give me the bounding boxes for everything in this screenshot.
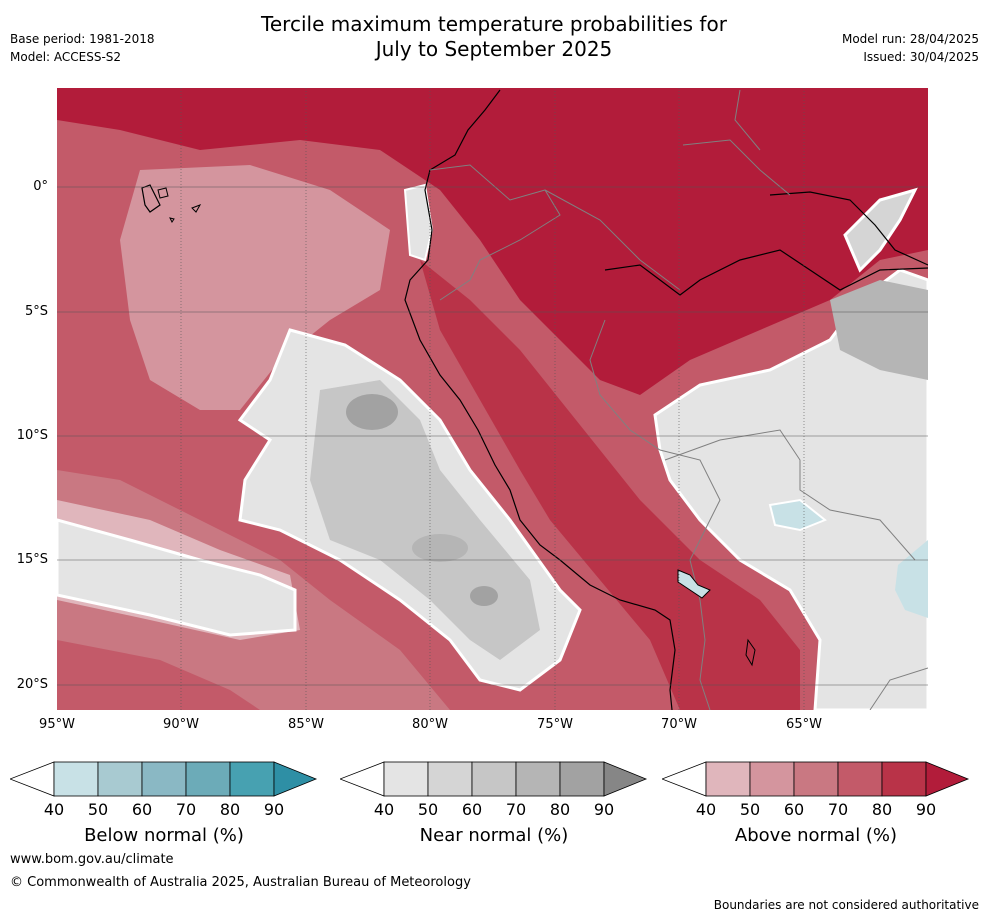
lon-label-65w: 65°W bbox=[786, 717, 822, 732]
cbar-above-seg-4 bbox=[837, 761, 883, 797]
cbar-above-tick: 60 bbox=[783, 800, 805, 819]
cbar-below-extend-low bbox=[10, 761, 55, 797]
above-60-ocean bbox=[120, 165, 390, 410]
metadata-left: Base period: 1981-2018 Model: ACCESS-S2 bbox=[10, 30, 155, 66]
lon-label-85w: 85°W bbox=[288, 717, 324, 732]
cbar-above-tick: 90 bbox=[915, 800, 937, 819]
below-normal-title: Below normal (%) bbox=[84, 825, 244, 846]
cbar-near-seg-2 bbox=[427, 761, 473, 797]
near-80-patch bbox=[412, 534, 468, 562]
near-80-east bbox=[830, 280, 928, 380]
lat-label-15s: 15°S bbox=[16, 552, 48, 567]
cbar-near-seg-3 bbox=[471, 761, 517, 797]
lat-label-10s: 10°S bbox=[16, 428, 48, 443]
metadata-right: Model run: 28/04/2025 Issued: 30/04/2025 bbox=[842, 30, 979, 66]
above-90-region bbox=[57, 88, 928, 395]
cbar-above-seg-3 bbox=[793, 761, 839, 797]
cbar-near-tick: 50 bbox=[417, 800, 439, 819]
cbar-near-tick: 70 bbox=[505, 800, 527, 819]
cbar-near-extend-low bbox=[340, 761, 385, 797]
country-borders bbox=[429, 89, 928, 710]
lon-label-70w: 70°W bbox=[661, 717, 697, 732]
lon-label-75w: 75°W bbox=[537, 717, 573, 732]
above-normal-title: Above normal (%) bbox=[734, 825, 898, 846]
lake-titicaca bbox=[677, 569, 711, 599]
footer-note: Boundaries are not considered authoritat… bbox=[713, 898, 979, 912]
cbar-above-seg-5 bbox=[881, 761, 927, 797]
cbar-near-tick: 90 bbox=[593, 800, 615, 819]
lat-label-20s: 20°S bbox=[16, 677, 48, 692]
model-run-text: Model run: 28/04/2025 bbox=[841, 32, 979, 46]
title-line-1: Tercile maximum temperature probabilitie… bbox=[261, 12, 727, 36]
latitude-lines bbox=[57, 186, 928, 686]
cbar-below-seg-3 bbox=[141, 761, 187, 797]
cbar-above-tick: 40 bbox=[695, 800, 717, 819]
cbar-below-tick: 60 bbox=[131, 800, 153, 819]
cbar-above-seg-1 bbox=[705, 761, 751, 797]
footer-copyright: © Commonwealth of Australia 2025, Austra… bbox=[10, 875, 471, 890]
above-80-andes bbox=[420, 260, 800, 710]
coastline bbox=[404, 89, 676, 710]
cbar-above-tick: 50 bbox=[739, 800, 761, 819]
cbar-above-seg-2 bbox=[749, 761, 795, 797]
map-title: Tercile maximum temperature probabilitie… bbox=[0, 12, 988, 62]
below-normal-colorbar bbox=[10, 761, 318, 797]
title-line-2: July to September 2025 bbox=[375, 37, 613, 61]
footer-url: www.bom.gov.au/climate bbox=[10, 852, 174, 867]
issued-text: Issued: 30/04/2025 bbox=[863, 50, 979, 64]
cbar-below-seg-1 bbox=[53, 761, 99, 797]
base-period-text: Base period: 1981-2018 bbox=[10, 32, 155, 46]
model-text: Model: ACCESS-S2 bbox=[10, 50, 122, 64]
cbar-near-extend-high bbox=[603, 761, 648, 797]
near-90-patch-2 bbox=[470, 586, 498, 606]
above-80-southwest bbox=[57, 640, 260, 710]
galapagos-small-islands bbox=[157, 187, 202, 223]
map-fields bbox=[57, 88, 928, 710]
lat-label-5s: 5°S bbox=[24, 304, 48, 319]
near-normal-amazon-mouth bbox=[843, 187, 918, 273]
near-normal-southwest bbox=[57, 518, 297, 637]
cbar-below-seg-2 bbox=[97, 761, 143, 797]
lake-poopo bbox=[745, 638, 756, 667]
cbar-below-tick: 50 bbox=[87, 800, 109, 819]
amazon-delta bbox=[769, 191, 928, 266]
lon-label-95w: 95°W bbox=[39, 717, 75, 732]
lon-label-80w: 80°W bbox=[412, 717, 448, 732]
cbar-below-seg-5 bbox=[229, 761, 275, 797]
lat-label-0: 0° bbox=[33, 179, 48, 194]
cbar-near-seg-1 bbox=[383, 761, 429, 797]
cbar-below-tick: 90 bbox=[263, 800, 285, 819]
cbar-below-tick: 80 bbox=[219, 800, 241, 819]
cbar-near-seg-5 bbox=[559, 761, 605, 797]
near-90-patch bbox=[346, 394, 398, 430]
cbar-below-tick: 70 bbox=[175, 800, 197, 819]
cbar-near-seg-4 bbox=[515, 761, 561, 797]
below-normal-patch bbox=[768, 498, 827, 532]
galapagos-islands bbox=[141, 184, 161, 213]
cbar-below-seg-4 bbox=[185, 761, 231, 797]
near-normal-east bbox=[653, 268, 928, 710]
amazon-river bbox=[604, 249, 928, 296]
cbar-below-extend-high bbox=[273, 761, 318, 797]
cbar-near-tick: 80 bbox=[549, 800, 571, 819]
cbar-above-extend-low bbox=[662, 761, 707, 797]
cbar-near-tick: 40 bbox=[373, 800, 395, 819]
cbar-above-tick: 70 bbox=[827, 800, 849, 819]
cbar-above-extend-high bbox=[925, 761, 970, 797]
near-normal-title: Near normal (%) bbox=[419, 825, 569, 846]
cbar-near-tick: 60 bbox=[461, 800, 483, 819]
near-normal-colorbar bbox=[340, 761, 648, 797]
near-normal-coast bbox=[403, 183, 434, 262]
cbar-above-tick: 80 bbox=[871, 800, 893, 819]
lon-label-90w: 90°W bbox=[163, 717, 199, 732]
below-normal-patch-2 bbox=[895, 540, 928, 618]
above-normal-colorbar bbox=[662, 761, 970, 797]
cbar-below-tick: 40 bbox=[43, 800, 65, 819]
